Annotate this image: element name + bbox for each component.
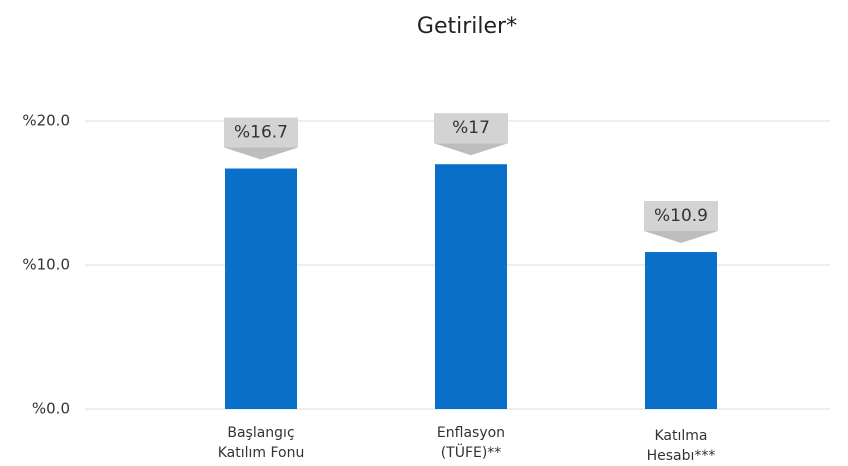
x-tick-label: Başlangıç: [227, 425, 294, 441]
chart-title: Getiriler*: [417, 14, 517, 39]
x-tick-label: Katılma: [655, 428, 708, 444]
y-tick-label: %20.0: [22, 112, 70, 130]
x-tick-label: (TÜFE)**: [441, 443, 502, 461]
bar: [225, 168, 297, 409]
value-label: %10.9: [654, 206, 708, 226]
value-label: %16.7: [234, 123, 288, 143]
bar: [645, 252, 717, 409]
x-tick-label: Enflasyon: [437, 425, 505, 441]
value-label-box: [434, 113, 508, 144]
value-label-box: [644, 201, 718, 232]
x-tick-label: Katılım Fonu: [218, 445, 305, 461]
bar: [435, 164, 507, 409]
value-label-box: [224, 117, 298, 148]
value-label-pointer: [434, 143, 508, 156]
value-label: %17: [452, 118, 490, 138]
x-tick-label: Hesabı***: [647, 448, 716, 464]
value-label-pointer: [224, 147, 298, 160]
value-label-pointer: [644, 231, 718, 244]
y-tick-label: %10.0: [22, 256, 70, 274]
y-tick-label: %0.0: [32, 400, 70, 418]
